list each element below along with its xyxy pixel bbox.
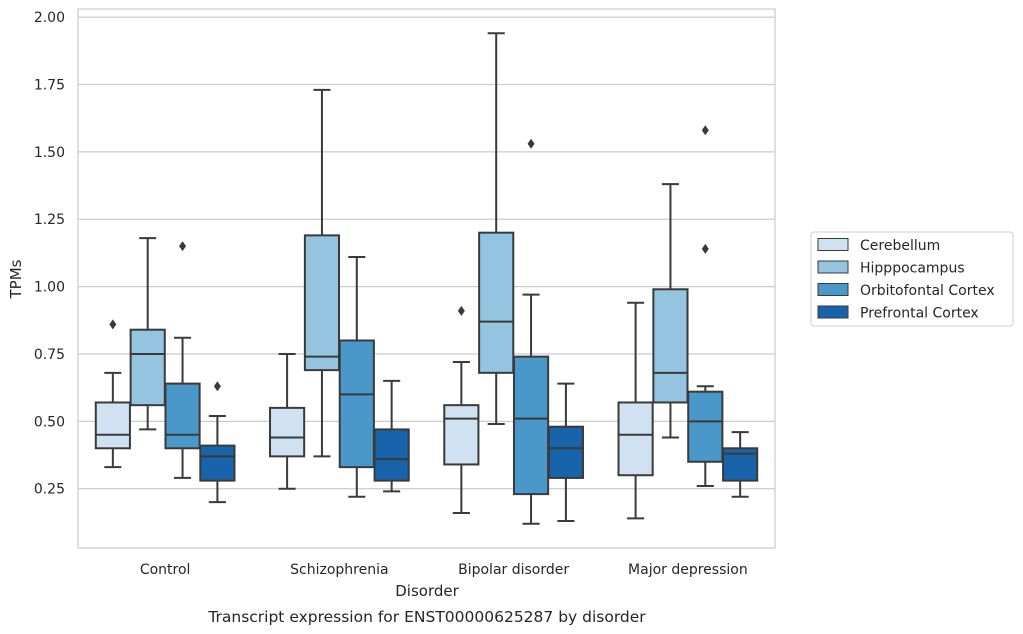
- box: [652, 288, 689, 404]
- box: [94, 401, 131, 450]
- x-axis-label: Disorder: [395, 582, 459, 600]
- outlier-point: [179, 241, 187, 252]
- box: [338, 339, 375, 469]
- outlier-point: [527, 138, 535, 149]
- box-group: [443, 305, 480, 514]
- box-group: [269, 352, 306, 490]
- legend-frame: [810, 231, 1014, 327]
- legend-swatch: [817, 305, 849, 319]
- y-axis-label: TPMs: [7, 259, 25, 299]
- box: [443, 404, 480, 466]
- y-axis-ticks: 0.25 0.50 0.75 1.00 1.25 1.50 1.75 2.00: [34, 10, 65, 498]
- plot-frame: [77, 8, 776, 549]
- box: [129, 328, 166, 407]
- outlier-point: [701, 125, 709, 136]
- box-group: [478, 32, 515, 426]
- outlier-point: [457, 305, 465, 316]
- outlier-point: [109, 319, 117, 330]
- y-tick-label: 1.25: [34, 212, 65, 228]
- box: [617, 401, 654, 477]
- box: [164, 382, 201, 450]
- box-group: [547, 382, 584, 523]
- box-group: [687, 125, 724, 488]
- box-group: [373, 379, 410, 493]
- box-group: [512, 138, 550, 525]
- box-group: [129, 237, 166, 431]
- box: [303, 234, 341, 372]
- box: [478, 231, 515, 374]
- box: [269, 406, 306, 458]
- y-tick-label: 0.75: [34, 347, 65, 363]
- box-group: [617, 301, 654, 520]
- y-tick-label: 1.75: [34, 77, 65, 93]
- box: [199, 444, 236, 482]
- legend: Cerebellum Hipppocampus Orbitofontal Corte…: [810, 231, 1014, 327]
- y-tick-label: 1.00: [34, 280, 65, 296]
- box-group: [303, 88, 341, 458]
- box: [687, 390, 724, 463]
- box-group: [722, 431, 759, 498]
- outlier-point: [213, 381, 221, 392]
- x-tick-label: Schizophrenia: [290, 562, 388, 578]
- y-tick-label: 1.50: [34, 145, 65, 161]
- legend-label: Orbitofontal Cortex: [860, 283, 995, 299]
- box-series: [94, 32, 759, 525]
- y-tick-label: 0.50: [34, 414, 65, 430]
- legend-swatch: [817, 283, 849, 296]
- legend-label: Prefrontal Cortex: [860, 306, 979, 322]
- y-tick-label: 2.00: [34, 10, 65, 26]
- legend-label: Cerebellum: [860, 238, 940, 254]
- x-tick-label: Major depression: [628, 562, 748, 578]
- legend-swatch: [817, 238, 849, 251]
- legend-swatch: [817, 260, 849, 274]
- box-group: [199, 381, 236, 504]
- box: [512, 355, 550, 496]
- box: [547, 425, 584, 479]
- box: [373, 428, 410, 482]
- box-group: [338, 255, 375, 498]
- x-tick-label: Bipolar disorder: [458, 562, 569, 578]
- box-group: [652, 183, 689, 439]
- chart-title: Transcript expression for ENST0000062528…: [207, 608, 646, 626]
- y-tick-label: 0.25: [34, 482, 65, 498]
- box-group: [164, 241, 201, 479]
- box-group: [94, 319, 131, 469]
- legend-label: Hipppocampus: [860, 261, 965, 277]
- outlier-point: [701, 243, 709, 254]
- x-tick-label: Control: [140, 562, 191, 578]
- x-axis-ticks: Control Schizophrenia Bipolar disorder Majo…: [140, 562, 748, 578]
